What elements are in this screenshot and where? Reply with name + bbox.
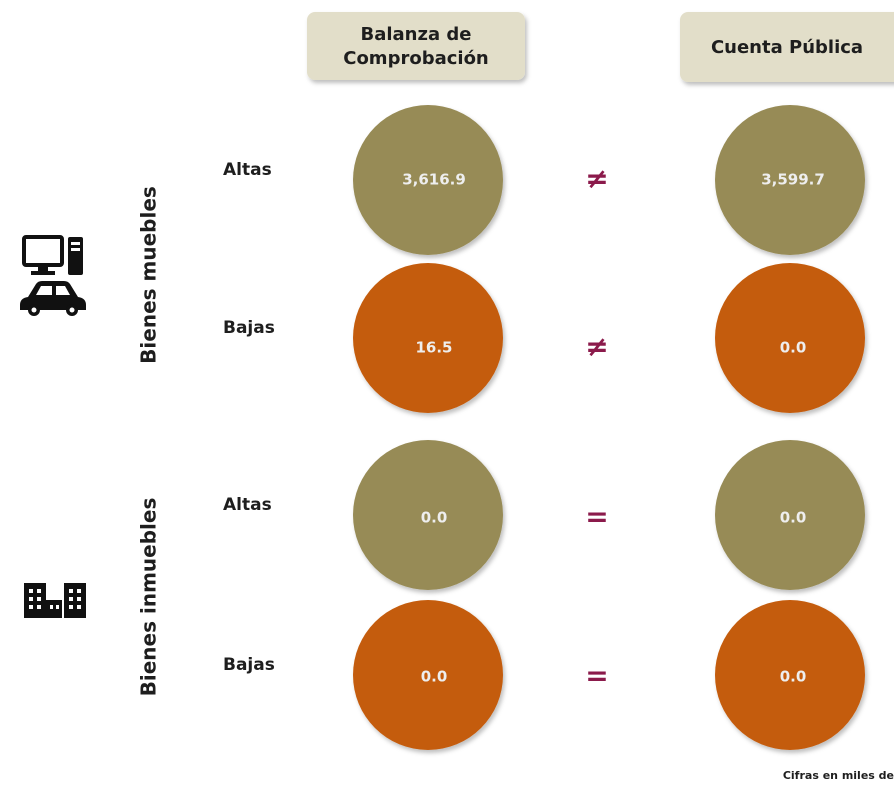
section-label: Bienes inmuebles	[137, 498, 161, 697]
value-circle	[353, 600, 503, 750]
value-circle	[715, 263, 865, 413]
value: 0.0	[780, 339, 807, 357]
value: 0.0	[421, 668, 448, 686]
value-circle	[715, 105, 865, 255]
value: 0.0	[780, 509, 807, 527]
value-circle	[715, 440, 865, 590]
section-label: Bienes muebles	[137, 186, 161, 364]
header-box	[680, 12, 894, 82]
value: 0.0	[780, 668, 807, 686]
value-circle	[715, 600, 865, 750]
comparison-symbol: =	[585, 500, 608, 533]
value: 3,599.7	[761, 171, 825, 189]
row-label: Altas	[223, 495, 272, 515]
value: 16.5	[415, 339, 452, 357]
header-title: Cuenta Pública	[711, 37, 863, 58]
value-circle	[353, 105, 503, 255]
comparison-symbol: ≠	[585, 330, 608, 363]
row-label: Bajas	[223, 655, 275, 675]
buildings-icon	[24, 583, 86, 618]
header-box	[307, 12, 525, 80]
row-label: Bajas	[223, 318, 275, 338]
comparison-symbol: =	[585, 659, 608, 692]
value: 3,616.9	[402, 171, 466, 189]
value: 0.0	[421, 509, 448, 527]
comparison-symbol: ≠	[585, 162, 608, 195]
row-label: Altas	[223, 160, 272, 180]
header-title: Balanza de	[361, 24, 472, 45]
header-title: Comprobación	[343, 48, 489, 69]
value-circle	[353, 440, 503, 590]
computer-car-icon	[20, 235, 86, 316]
footnote: Cifras en miles de	[783, 769, 894, 782]
value-circle	[353, 263, 503, 413]
